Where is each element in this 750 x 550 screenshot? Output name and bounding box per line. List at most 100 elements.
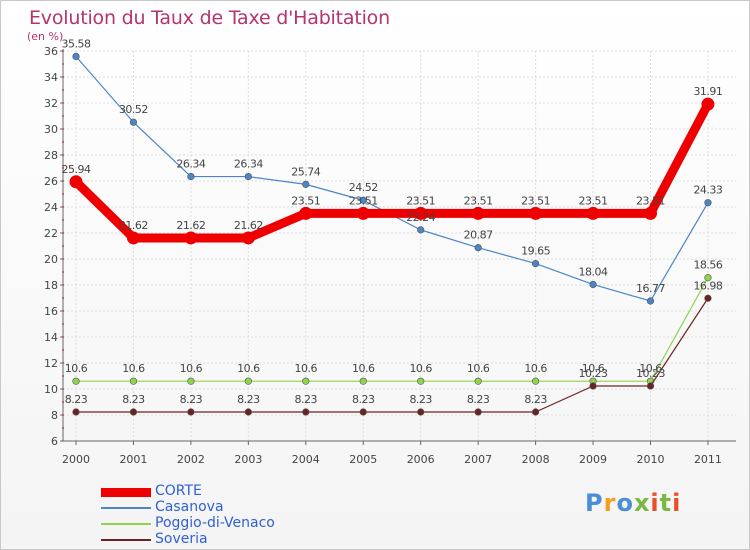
data-point-casanova <box>244 172 252 181</box>
data-point-poggio-di-venaco <box>129 377 138 385</box>
data-point-corte <box>471 206 485 220</box>
data-point-soveria <box>72 408 80 416</box>
data-label-corte: 23.51 <box>349 194 378 207</box>
data-label-poggio-di-venaco: 18.56 <box>693 259 722 272</box>
x-tick-label: 2009 <box>579 453 607 466</box>
y-tick-label: 12 <box>44 357 58 370</box>
y-tick-label: 16 <box>44 305 58 318</box>
x-tick-label: 2005 <box>349 453 377 466</box>
data-label-soveria: 8.23 <box>237 393 260 406</box>
data-label-corte: 31.91 <box>693 85 722 98</box>
data-point-corte <box>644 206 657 220</box>
data-point-soveria <box>474 408 482 416</box>
series-line-soveria <box>75 297 709 413</box>
data-point-poggio-di-venaco <box>417 377 425 385</box>
data-label-soveria: 8.23 <box>352 393 375 406</box>
x-tick-label: 2003 <box>234 453 262 466</box>
data-label-casanova: 25.74 <box>291 165 320 178</box>
logo-letter: P <box>585 489 604 517</box>
data-label-corte: 21.62 <box>119 219 148 232</box>
legend-item-corte: CORTE <box>101 483 361 500</box>
data-point-soveria <box>704 294 712 302</box>
data-label-poggio-di-venaco: 10.6 <box>122 362 145 375</box>
data-point-casanova <box>474 244 482 252</box>
data-point-corte <box>69 175 83 189</box>
legend-swatch <box>101 539 151 541</box>
x-tick-label: 2004 <box>292 453 320 466</box>
data-point-casanova <box>72 52 80 61</box>
legend-label: Poggio-di-Venaco <box>155 515 275 531</box>
data-label-poggio-di-venaco: 10.6 <box>467 362 490 375</box>
x-tick-label: 2008 <box>522 453 550 466</box>
data-point-poggio-di-venaco <box>531 377 540 385</box>
data-label-corte: 25.94 <box>62 163 91 176</box>
data-label-poggio-di-venaco: 10.6 <box>352 362 375 375</box>
y-tick-label: 14 <box>44 331 58 344</box>
legend-label: Soveria <box>155 531 208 547</box>
y-tick-label: 24 <box>44 201 58 214</box>
logo-letter: r <box>603 489 617 517</box>
data-point-soveria <box>359 408 367 416</box>
data-label-casanova: 20.87 <box>464 229 493 242</box>
y-tick-label: 34 <box>44 71 58 84</box>
x-tick-label: 2010 <box>637 453 665 466</box>
legend-item-soveria: Soveria <box>101 531 361 548</box>
data-point-casanova <box>187 172 195 181</box>
data-point-corte <box>126 231 140 245</box>
data-point-soveria <box>129 408 138 416</box>
y-tick-label: 10 <box>44 383 58 396</box>
y-tick-label: 36 <box>44 45 58 58</box>
logo-letter: x <box>633 489 651 517</box>
data-label-casanova: 16.77 <box>636 282 665 295</box>
data-point-casanova <box>531 259 540 268</box>
data-point-soveria <box>646 382 655 390</box>
data-label-corte: 21.62 <box>234 219 263 232</box>
series-line-casanova <box>75 55 709 302</box>
data-point-soveria <box>187 408 195 416</box>
data-point-casanova <box>302 180 310 188</box>
logo-letter: o <box>616 489 634 517</box>
data-label-casanova: 24.33 <box>693 184 722 197</box>
data-label-casanova: 19.65 <box>521 245 550 258</box>
logo-letter: i <box>650 489 660 517</box>
data-label-casanova: 22.24 <box>406 211 435 224</box>
legend-swatch <box>101 523 151 525</box>
data-point-corte <box>241 231 255 245</box>
y-tick-label: 22 <box>44 227 58 240</box>
x-tick-label: 2000 <box>62 453 90 466</box>
legend-swatch <box>101 507 151 509</box>
data-label-casanova: 30.52 <box>119 103 148 116</box>
y-tick-label: 32 <box>44 97 58 110</box>
data-point-poggio-di-venaco <box>187 377 195 385</box>
data-point-casanova <box>704 199 712 207</box>
data-point-corte <box>701 97 715 111</box>
legend-item-casanova: Casanova <box>101 499 361 516</box>
y-tick-label: 28 <box>44 149 58 162</box>
data-label-casanova: 35.58 <box>62 37 91 50</box>
data-point-soveria <box>531 408 540 416</box>
data-point-poggio-di-venaco <box>474 377 482 385</box>
data-label-soveria: 8.23 <box>180 393 203 406</box>
data-point-casanova <box>646 297 655 305</box>
data-label-soveria: 8.23 <box>467 393 490 406</box>
data-label-soveria: 10.23 <box>579 367 608 380</box>
data-label-poggio-di-venaco: 10.6 <box>65 362 88 375</box>
x-tick-label: 2002 <box>177 453 205 466</box>
data-point-casanova <box>589 280 597 289</box>
x-tick-label: 2007 <box>464 453 492 466</box>
y-tick-label: 30 <box>44 123 58 136</box>
data-label-casanova: 24.52 <box>349 181 378 194</box>
y-tick-label: 20 <box>44 253 58 266</box>
data-label-corte: 23.51 <box>636 194 665 207</box>
series-line-corte <box>71 99 713 243</box>
data-label-soveria: 8.23 <box>524 393 547 406</box>
x-tick-label: 2001 <box>119 453 147 466</box>
data-label-poggio-di-venaco: 10.6 <box>295 362 318 375</box>
legend-label: CORTE <box>155 483 202 499</box>
data-point-casanova <box>417 226 425 234</box>
proxiti-logo: Proxiti <box>585 489 681 517</box>
chart-title: Evolution du Taux de Taxe d'Habitation <box>29 7 390 29</box>
data-label-poggio-di-venaco: 10.6 <box>582 362 605 375</box>
